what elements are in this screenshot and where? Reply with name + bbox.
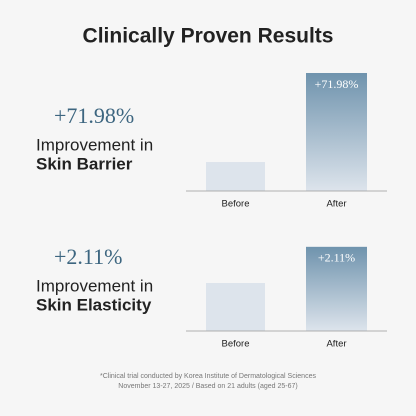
bar — [306, 73, 367, 191]
bar — [306, 246, 367, 331]
bar-annotation: +71.98% — [315, 77, 359, 91]
caption: Improvement in — [36, 135, 153, 154]
headline: +71.98% — [54, 103, 134, 128]
headline: +2.11% — [54, 244, 122, 269]
x-tick-label: After — [326, 199, 346, 210]
caption: Improvement in — [36, 276, 153, 295]
x-tick-label: After — [326, 339, 346, 350]
x-tick-label: Before — [222, 339, 250, 350]
x-tick-label: Before — [222, 199, 250, 210]
title: Clinically Proven Results — [83, 25, 334, 48]
bar-annotation: +2.11% — [318, 251, 355, 265]
bar — [206, 162, 265, 191]
footnote: November 13-27, 2025 / Based on 21 adult… — [118, 383, 297, 390]
caption: Skin Barrier — [36, 154, 133, 173]
bar — [206, 283, 265, 331]
footnote: *Clinical trial conducted by Korea Insti… — [100, 373, 316, 380]
caption: Skin Elasticity — [36, 295, 152, 314]
